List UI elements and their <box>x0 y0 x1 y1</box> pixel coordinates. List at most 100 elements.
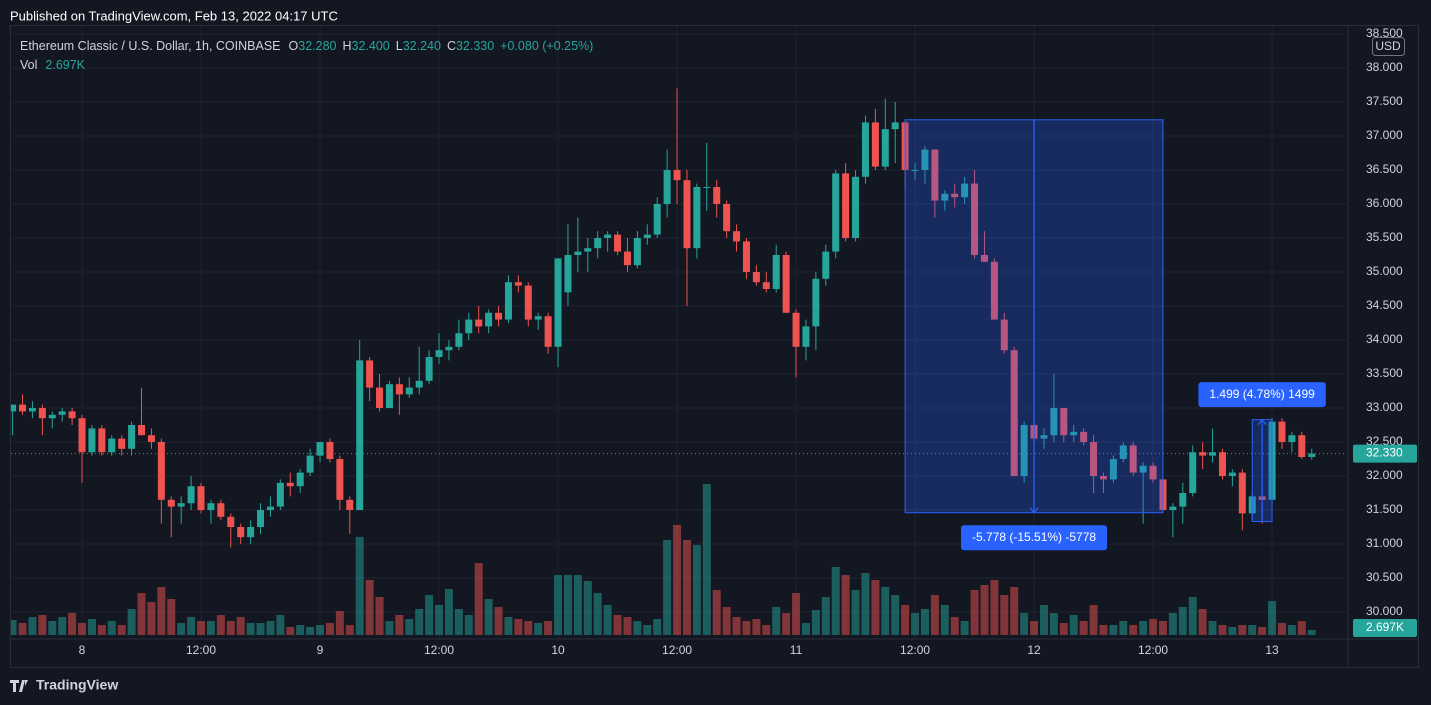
volume-bar <box>692 545 701 635</box>
candle-body <box>713 186 721 204</box>
last-price-box <box>1353 444 1417 463</box>
measure-arrow-head <box>1257 418 1267 426</box>
volume-bar <box>772 607 781 635</box>
legend-key: H <box>342 39 351 53</box>
candle-body <box>812 278 820 327</box>
measure-label-box <box>1198 382 1326 408</box>
x-tick-label: 9 <box>317 643 324 657</box>
volume-bar <box>504 617 513 635</box>
candle-body <box>1238 472 1246 514</box>
x-tick-label: 12:00 <box>424 643 454 657</box>
volume-bar <box>673 525 682 635</box>
volume-bar <box>930 595 939 635</box>
volume-bar <box>1099 625 1108 635</box>
volume-bar <box>811 610 820 635</box>
x-tick-label: 12:00 <box>900 643 930 657</box>
candle-body <box>495 312 503 320</box>
volume-bar <box>1119 621 1128 635</box>
volume-bar <box>1149 619 1158 635</box>
volume-bar <box>950 617 959 635</box>
candle-body <box>1139 465 1147 473</box>
volume-bar <box>831 567 840 635</box>
legend-key: O <box>289 39 299 53</box>
volume-bar <box>871 580 880 635</box>
axis-layer: 30.00030.50031.00031.50032.00032.50033.0… <box>79 26 1417 657</box>
volume-bar <box>792 593 801 635</box>
candle-body <box>147 435 155 443</box>
volume-bar <box>1188 597 1197 635</box>
volume-bar <box>197 621 206 635</box>
volume-bar <box>1010 587 1019 635</box>
volume-bar <box>107 621 116 635</box>
volume-bar <box>167 599 176 635</box>
volume-bar <box>117 625 126 635</box>
candle-body <box>207 503 215 511</box>
volume-bar <box>960 621 969 635</box>
candle-body <box>524 285 532 320</box>
volume-bar <box>58 617 67 635</box>
candle-body <box>861 122 869 177</box>
volume-bar <box>563 575 572 635</box>
volume-bar <box>464 615 473 635</box>
candle-body <box>733 231 741 242</box>
y-tick-label: 30.500 <box>1366 570 1403 584</box>
candle-body <box>1000 319 1008 351</box>
volume-key: Vol <box>20 58 37 72</box>
volume-bar <box>613 615 622 635</box>
volume-bar <box>1178 607 1187 635</box>
candle-body <box>911 169 919 171</box>
volume-bar <box>325 623 334 635</box>
y-tick-label: 32.000 <box>1366 468 1403 482</box>
volume-bar <box>514 619 523 635</box>
volume-bar <box>147 602 156 635</box>
volume-bar <box>484 599 493 635</box>
volume-bar <box>216 615 225 635</box>
volume-bar <box>316 625 325 635</box>
candle-body <box>1020 425 1028 477</box>
volume-bar <box>127 609 136 635</box>
volume-bar <box>901 605 910 635</box>
volume-bar <box>1228 627 1237 635</box>
volume-bar <box>643 625 652 635</box>
volume-bar <box>1198 609 1207 635</box>
volume-bar <box>435 605 444 635</box>
volume-bar <box>1139 621 1148 635</box>
y-tick-label: 33.000 <box>1366 400 1403 414</box>
volume-bar <box>355 537 364 635</box>
candle-body <box>237 527 245 538</box>
volume-bar <box>970 590 979 635</box>
volume-bar <box>891 595 900 635</box>
y-tick-label: 33.500 <box>1366 366 1403 380</box>
last-price-label: 32.330 <box>1366 446 1403 460</box>
candle-body <box>1298 435 1306 457</box>
candle-body <box>1189 452 1197 494</box>
volume-bar <box>722 607 731 635</box>
candle-body <box>941 193 949 201</box>
candle-body <box>356 360 364 511</box>
candle-body <box>554 258 562 347</box>
candle-body <box>425 357 433 381</box>
brand: TradingView <box>36 677 118 693</box>
candle-body <box>1228 472 1236 477</box>
annotation-layer: -5.778 (-15.51%) -5778 1.499 (4.78%) 1499 <box>11 119 1347 551</box>
volume-bar <box>682 540 691 635</box>
candle-body <box>633 237 641 266</box>
candle-body <box>723 203 731 232</box>
candle-body <box>604 234 612 238</box>
volume-bar <box>1258 627 1267 635</box>
candle-body <box>296 472 304 487</box>
candle-body <box>772 254 780 289</box>
volume-bar <box>1208 621 1217 635</box>
volume-bar <box>68 613 77 635</box>
y-tick-label: 37.000 <box>1366 128 1403 142</box>
volume-bar <box>1218 625 1227 635</box>
volume-bar <box>544 621 553 635</box>
candle-body <box>693 186 701 249</box>
candle-body <box>574 251 582 255</box>
candle-body <box>742 241 750 272</box>
candle-body <box>1149 465 1157 480</box>
volume-bar <box>940 605 949 635</box>
legend-key: C <box>447 39 456 53</box>
candle-body <box>961 183 969 198</box>
